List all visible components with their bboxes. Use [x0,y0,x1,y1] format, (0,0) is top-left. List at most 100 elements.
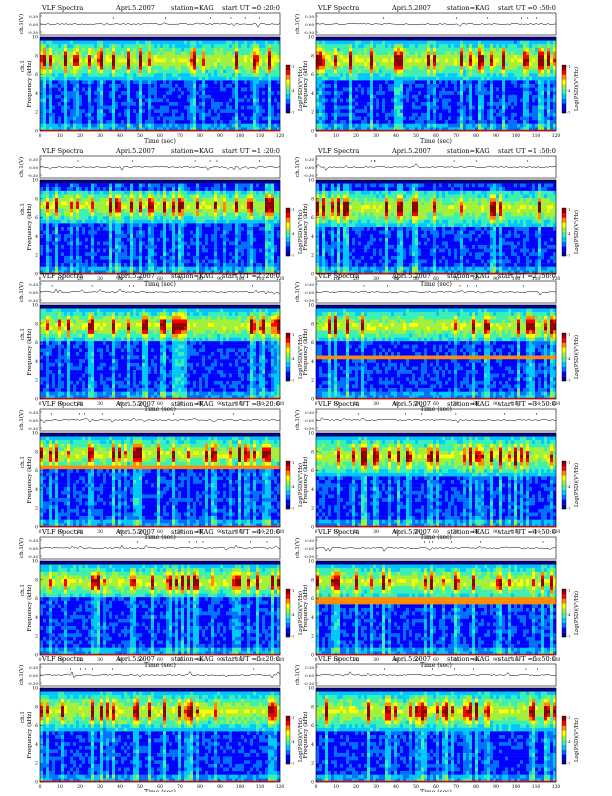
spectrogram-cell [361,48,364,52]
spectrogram-cell [100,55,103,59]
spectrogram-cell [94,84,97,88]
spectrogram-cell [445,88,448,92]
spectrogram-cell [274,98,277,102]
spectrogram-cell [109,73,112,77]
spectrogram-cell [241,124,244,128]
spectrogram-cell [208,62,211,66]
spectrogram-cell [481,62,484,66]
spectrogram-cell [103,51,106,55]
spectrogram-cell [514,102,517,106]
spectrogram-cell [88,66,91,70]
spectrogram-cell [397,102,400,106]
spectrogram-cell [49,124,52,128]
spectrogram-cell [421,80,424,84]
spectrogram-cell [208,51,211,55]
spectrogram-cell [433,117,436,121]
spectrogram-cell [472,62,475,66]
spectrogram-cell [430,120,433,124]
spectrogram-cell [49,267,52,271]
spectrogram-cell [40,220,43,224]
spectrogram-cell [79,231,82,235]
spectrogram-cell [73,238,76,242]
spectrogram-cell [337,113,340,117]
spectrogram-cell [523,91,526,95]
spectrogram-cell [454,77,457,81]
spectrogram-cell [415,124,418,128]
spectrogram-cell [145,66,148,70]
spectrogram-cell [124,41,127,45]
spectrogram-cell [322,120,325,124]
spectrogram-cell [43,70,46,74]
spectrogram-cell [100,77,103,81]
spectrogram-cell [379,113,382,117]
spectrogram-cell [109,202,112,206]
spectrogram-cell [181,59,184,63]
spectrogram-cell [151,124,154,128]
x-tick-label: 80 [197,133,203,139]
spectrogram-cell [481,124,484,128]
spectrogram-cell [253,73,256,77]
spectrogram-cell [346,102,349,106]
spectrogram-cell [544,98,547,102]
spectrogram-cell [487,55,490,59]
spectrogram-cell [142,62,145,66]
spectrogram-cell [454,66,457,70]
spectrogram-cell [220,37,223,41]
spectrogram-cell [76,223,79,227]
spectrogram-cell [202,48,205,52]
spectrogram-cell [103,106,106,110]
spectrogram-cell [52,120,55,124]
spectrogram-cell [391,77,394,81]
spectrogram-cell [190,77,193,81]
spectrogram-cell [112,55,115,59]
spectrogram-cell [553,37,556,41]
spectrogram-cell [487,66,490,70]
spectrogram-cell [94,267,97,271]
spectrogram-cell [427,37,430,41]
spectrogram-cell [151,37,154,41]
spectrogram-cell [388,106,391,110]
spectrogram-cell [85,95,88,99]
spectrogram-cell [316,88,319,92]
spectrogram-cell [262,73,265,77]
spectrogram-cell [76,59,79,63]
spectrogram-cell [40,73,43,77]
spectrogram-cell [121,59,124,63]
spectrogram-cell [256,98,259,102]
spectrogram-cell [76,48,79,52]
spectrogram-cell [343,41,346,45]
spectrogram-cell [502,84,505,88]
spectrogram-cell [493,59,496,63]
spectrogram-cell [463,62,466,66]
spectrogram-cell [127,73,130,77]
spectrogram-cell [439,73,442,77]
spectrogram-cell [472,41,475,45]
spectrogram-cell [340,70,343,74]
spectrogram-cell [436,124,439,128]
spectrogram-cell [157,106,160,110]
spectrogram-cell [433,113,436,117]
spectrogram-cell [334,48,337,52]
spectrogram-cell [379,70,382,74]
spectrogram-cell [430,37,433,41]
spectrogram-cell [403,106,406,110]
spectrogram-cell [169,124,172,128]
spectrogram-cell [139,48,142,52]
spectrogram-cell [424,77,427,81]
spectrogram-cell [493,120,496,124]
spectrogram-cell [43,223,46,227]
spectrogram-cell [520,59,523,63]
spectrogram-cell [481,73,484,77]
spectrogram-cell [475,55,478,59]
spectrogram-cell [442,117,445,121]
spectrogram-cell [142,48,145,52]
spectrogram-cell [169,77,172,81]
spectrogram-cell [58,66,61,70]
x-tick-label: 110 [256,133,265,139]
spectrogram-cell [232,98,235,102]
spectrogram-cell [472,37,475,41]
spectrogram-cell [49,41,52,45]
spectrogram-cell [508,70,511,74]
